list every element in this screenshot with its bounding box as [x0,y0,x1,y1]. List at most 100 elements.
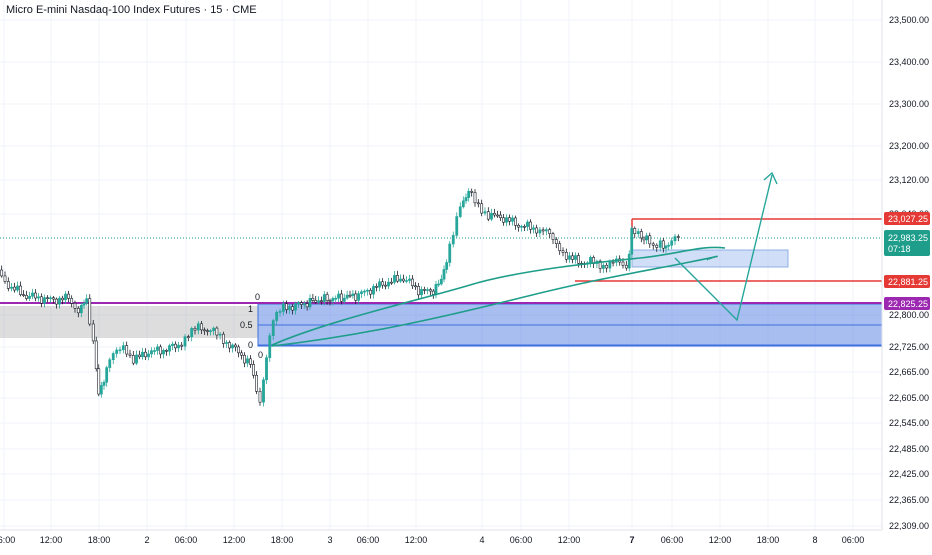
candle-body [502,217,505,223]
badge-purple: 22,825.25 [884,297,930,310]
candle-body [375,286,378,288]
candle-body [357,293,360,301]
time-tick-label: 06:00 [661,535,684,545]
candle-body [467,191,471,198]
time-axis-labels: 06:00 12:00 18:00 2 06:00 12:00 18:00 3 06:00 12:… [0,535,864,545]
current-price-text: 22,983.25 [888,233,928,243]
candle-body [215,327,219,336]
candle-body [13,286,16,291]
ema-slow [271,255,718,347]
candle-body [159,346,162,355]
candle-body [73,303,77,309]
candle-body [514,217,517,226]
price-tick-label: 22,365.00 [889,495,929,505]
candle-body [141,351,144,358]
candle-body [111,353,115,360]
candle-body [624,264,628,269]
candle-body [243,354,246,364]
candle-body [658,240,662,248]
ema-fast [271,246,726,346]
candle-body [621,261,625,266]
candle-body [193,328,197,331]
price-tick-label: 22,485.00 [889,444,929,454]
projection-path[interactable] [674,174,773,322]
candle-body [43,297,46,304]
candle-body [483,211,487,214]
candle-body [52,297,55,300]
candle-body [393,275,396,283]
fib-one-label: 1 [248,304,253,314]
candle-body [311,298,315,301]
candle-body [351,293,355,296]
candle-body [121,345,125,351]
candle-body [61,297,64,301]
candle-body [408,278,411,281]
candle-body [496,214,499,217]
time-tick-label: 12:00 [223,535,246,545]
candle-body [278,311,282,313]
candle-body [3,275,7,282]
candle-body [128,353,132,356]
candle-body [402,278,405,282]
time-tick-label: 3 [327,535,332,545]
candle-body [548,229,552,234]
candle-body [320,300,323,302]
badge-current: 22,983.25 07:18 [884,230,930,256]
time-axis[interactable] [0,530,932,550]
candle-body [314,300,318,303]
candle-body [135,354,138,364]
candle-body [297,302,300,304]
candle-body [22,294,25,296]
candle-body [183,336,187,347]
candle-body [105,367,109,383]
time-tick-label: 12:00 [40,535,63,545]
candle-body [131,355,135,364]
candle-body [434,284,438,295]
candle-body [328,300,332,302]
candle-body [354,293,358,301]
candle-body [381,281,384,286]
time-tick-label: 8 [812,535,817,545]
candle-body [480,203,484,214]
candle-body [554,239,558,244]
svg-text:22,825.25: 22,825.25 [888,299,928,309]
candle-body [561,250,565,253]
candle-body [258,391,262,403]
candle-body [108,359,112,368]
candle-body [97,368,101,395]
candle-body [102,381,106,386]
candle-body [218,333,222,336]
time-tick-label: 7 [629,535,634,545]
candle-body [369,289,372,295]
candle-body [517,225,520,228]
gray-zone [0,306,258,338]
candle-body [19,285,22,295]
candle-body [16,285,19,291]
candle-body [608,261,612,269]
candle-body [461,200,465,208]
candle-body [285,303,288,310]
candle-body [271,320,275,336]
candle-body [156,346,159,351]
candle-body [10,286,13,289]
candle-body [40,296,43,304]
candle-body [426,289,429,291]
candle-body [265,357,268,381]
price-tick-label: 22,800.00 [889,310,929,320]
candle-body [568,255,571,260]
candle-body [88,298,92,325]
candle-body [499,214,502,219]
candle-body [651,243,655,246]
candle-body [64,293,67,301]
candle-body [455,216,459,236]
candle-body [363,290,366,293]
candle-body [225,342,228,344]
candle-body [342,297,346,302]
candle-body [541,229,545,232]
time-tick-label: 18:00 [88,535,111,545]
candle-body [655,244,659,248]
candle-body [399,278,402,282]
candle-body [564,252,568,260]
